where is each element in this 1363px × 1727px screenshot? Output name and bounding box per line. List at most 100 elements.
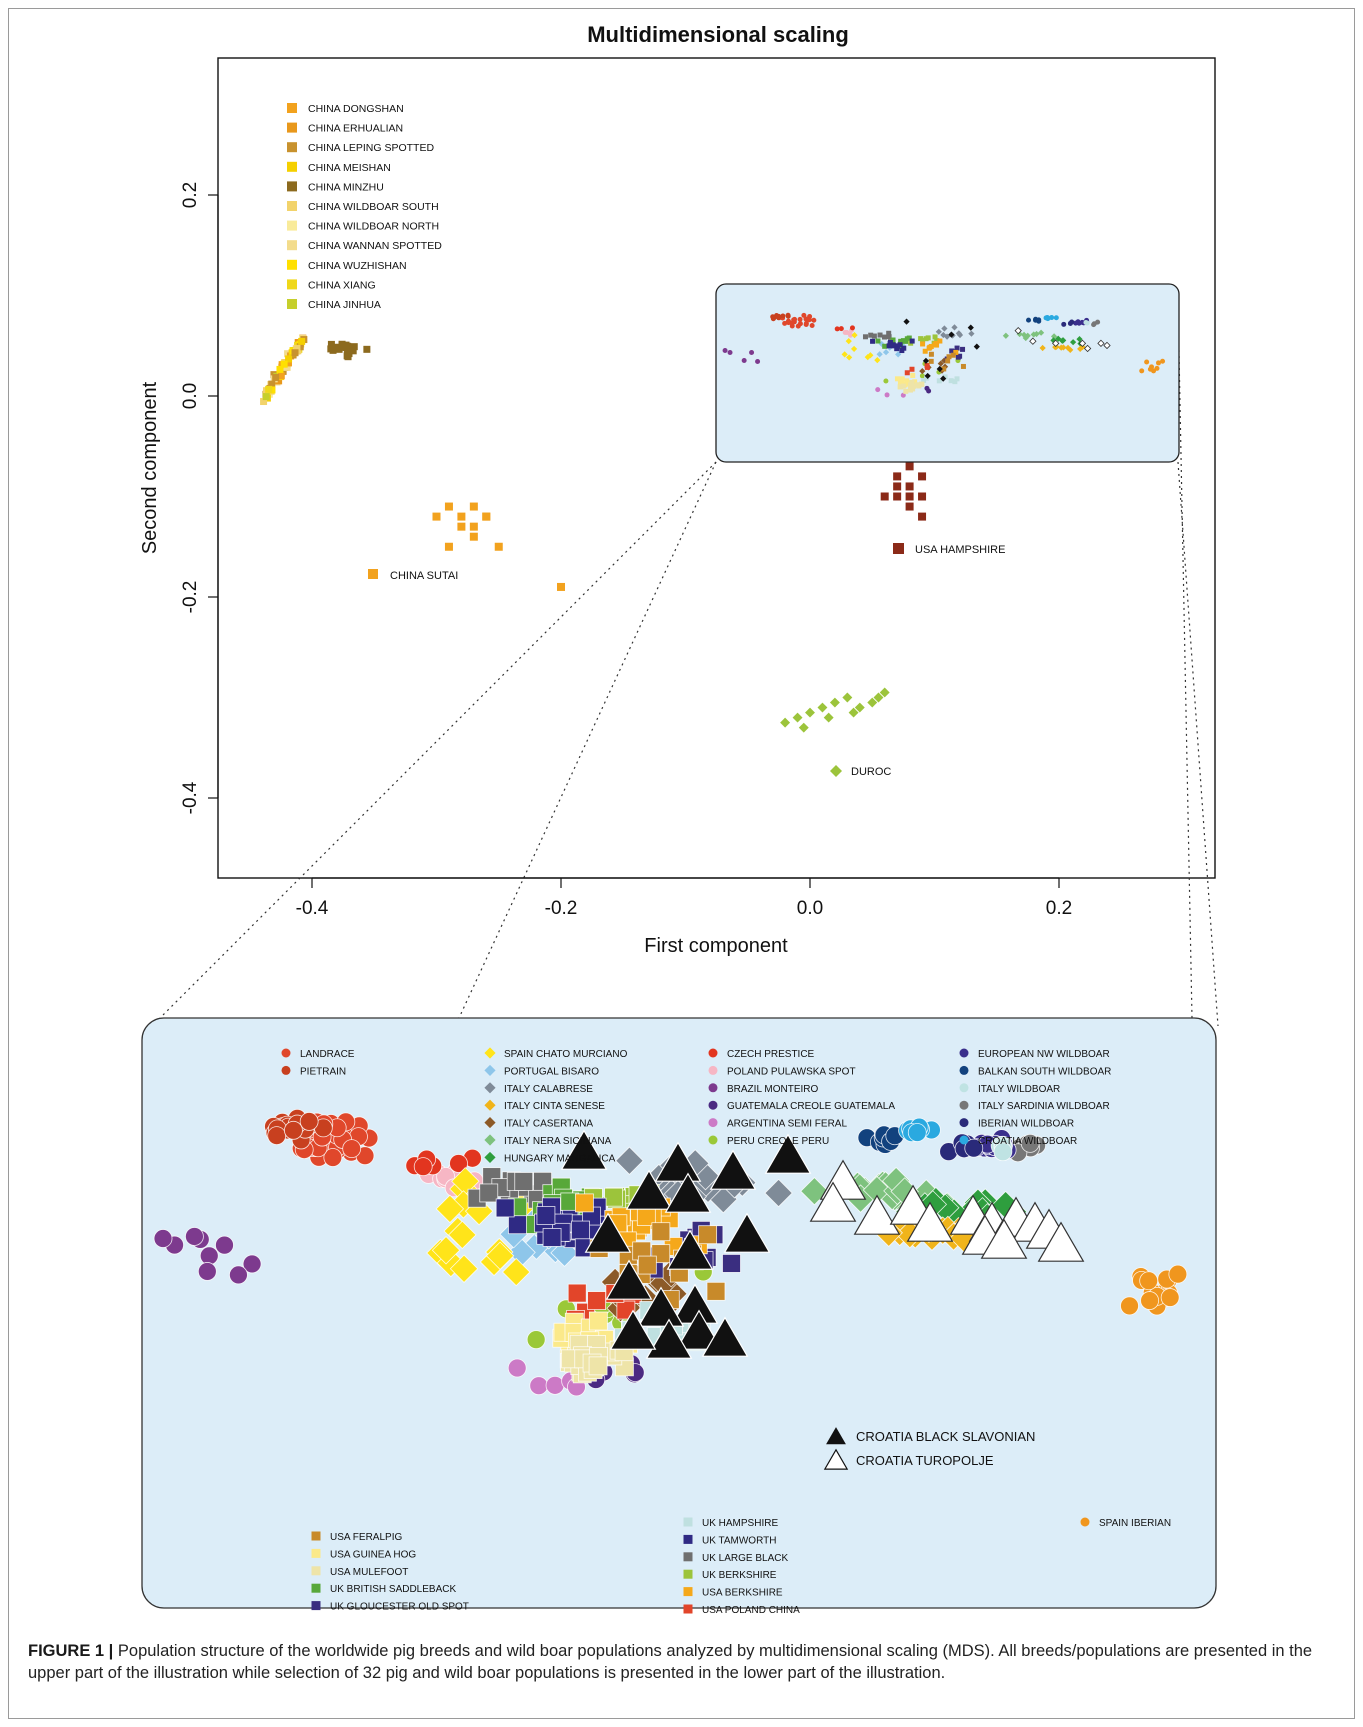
zoom-legend-swatch [484,1064,496,1076]
mini-point [1076,336,1083,343]
legend-label: CHINA MEISHAN [308,162,391,174]
zoom-legend: LANDRACE PIETRAIN SPAIN CHATO MURCIANO PORT… [281,1047,1171,1616]
mini-point [877,332,883,338]
mini-point [1084,320,1090,326]
mini-point [882,349,890,356]
zoom-legend-label: UK BRITISH SADDLEBACK [330,1584,456,1595]
mini-point [727,349,733,355]
x-axis-label: First component [644,935,788,957]
mini-point [1060,344,1067,351]
mini-point [882,334,888,340]
zoom-legend-label: BALKAN SOUTH WILDBOAR [978,1066,1111,1077]
legend-swatch [287,299,297,309]
point-china-minzhu [348,346,356,354]
zoom-point-argentina-semi-feral [529,1376,549,1396]
point-china-sutai [557,582,565,591]
legend-swatch [287,240,297,251]
legend-label: CHINA ERHUALIAN [308,123,403,135]
zoom-legend-swatch [311,1566,321,1576]
zoom-legend-label: HUNGARY MANGALICA [504,1153,616,1164]
legend-label: CHINA JINHUA [308,299,381,311]
mini-point [1078,339,1087,348]
mini-point [850,345,858,353]
legend-label: CHINA DONGSHAN [308,103,404,115]
mini-point [946,354,952,360]
zoom-legend-swatch [683,1534,693,1544]
mini-point [940,375,947,382]
point-usa-hampshire [905,502,914,511]
mini-point [900,383,906,389]
zoom-legend-swatch [959,1083,969,1093]
legend-swatch [287,142,297,153]
zoom-legend-swatch [826,1427,846,1445]
mini-point [1154,365,1160,371]
point-china-cluster [285,355,293,363]
zoom-legend-label: SPAIN CHATO MURCIANO [504,1049,628,1060]
point-duroc [817,702,828,713]
zoom-point-croatia-black-slavonian [701,1316,749,1357]
main-points [260,334,927,733]
legend-label: CHINA WUZHISHAN [308,260,407,272]
mini-point [898,384,904,390]
point-china-cluster [262,393,270,401]
point-duroc [829,697,840,708]
zoom-legend-label: EUROPEAN NW WILDBOAR [978,1049,1110,1060]
zoom-legend-swatch [484,1047,496,1059]
zoom-legend-swatch [959,1048,969,1058]
zoom-region-points [722,312,1166,398]
point-china-sutai [432,512,441,521]
mini-point [906,335,912,341]
mini-point [797,316,803,322]
zoom-point-spain-chato-murciano [435,1194,465,1224]
point-china-minzhu [363,345,371,353]
mini-point [955,330,962,337]
mini-point [1139,368,1145,374]
zoom-point-croatia-turopolje [1037,1221,1085,1262]
zoom-point-uk-berkshire [604,1187,623,1207]
zoom-legend-label: UK GLOUCESTER OLD SPOT [330,1602,469,1613]
mini-point [1059,337,1066,344]
mini-point [973,343,980,350]
zoom-point-brazil-monteiro [185,1227,204,1246]
zoom-point-spain-iberian [1168,1264,1188,1284]
legend-swatch [287,279,297,290]
mini-point [915,382,921,388]
mini-point [909,366,915,372]
mini-point [1103,341,1111,350]
mini-point [1053,315,1059,321]
mini-point [910,383,916,389]
zoom-legend-label: UK BERKSHIRE [702,1570,777,1581]
mini-point [933,340,939,346]
mini-point [951,324,958,331]
mini-point [955,354,961,360]
legend-label: CHINA WILDBOAR SOUTH [308,201,439,213]
mini-point [919,367,926,375]
mini-point [910,372,916,378]
mini-point [942,374,948,380]
mini-point [922,348,928,354]
point-china-sutai [469,522,478,531]
mini-point [1064,344,1072,351]
mini-point [849,325,855,331]
zoom-point-croatia-black-slavonian [584,1212,632,1253]
mini-point [741,357,747,363]
zoom-point-usa-guinea-hog [588,1311,608,1331]
legend-label: CHINA WANNAN SPOTTED [308,240,442,252]
mini-point [924,375,930,381]
zoom-legend-label: UK LARGE BLACK [702,1553,788,1564]
zoom-legend-swatch [281,1048,291,1058]
mini-point [945,358,951,364]
mini-point [780,313,786,319]
point-china-sutai [482,512,491,521]
mini-point [809,323,815,329]
zoom-legend-label: CROATIA WILDBOAR [978,1136,1077,1147]
point-usa-hampshire [918,512,927,521]
mini-point [919,373,925,379]
mini-point [1160,358,1166,364]
mini-point [960,346,966,352]
mini-point [901,345,907,351]
zoom-legend-swatch [311,1531,321,1541]
zoom-point-italy-wildboar [993,1142,1013,1162]
zoom-point-croatia-black-slavonian [605,1259,653,1300]
point-china-cluster [291,349,299,357]
